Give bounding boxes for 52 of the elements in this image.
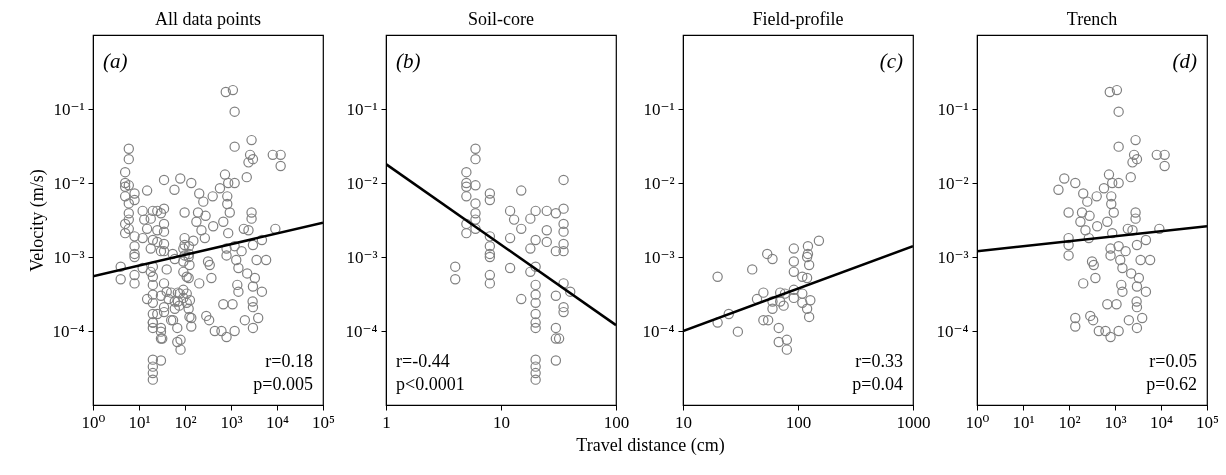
annotation: p<0.0001 bbox=[396, 374, 465, 394]
x-tick-label: 10³ bbox=[220, 412, 243, 432]
y-tick-label: 10⁻³ bbox=[53, 247, 85, 267]
annotation: r=0.05 bbox=[1149, 351, 1197, 371]
annotation: p=0.04 bbox=[852, 374, 903, 394]
annotation: r=0.33 bbox=[855, 351, 903, 371]
x-tick-label: 1000 bbox=[896, 412, 931, 432]
annotation: r=0.18 bbox=[265, 351, 313, 371]
x-tick-label: 10⁰ bbox=[81, 412, 106, 432]
x-tick-label: 100 bbox=[603, 412, 630, 432]
y-tick-label: 10⁻² bbox=[643, 173, 675, 193]
y-tick-label: 10⁻³ bbox=[346, 247, 378, 267]
y-tick-label: 10⁻² bbox=[937, 173, 969, 193]
annotation: (b) bbox=[396, 49, 421, 73]
annotation: (d) bbox=[1172, 49, 1197, 73]
annotation: (a) bbox=[103, 49, 128, 73]
annotation: p=0.005 bbox=[253, 374, 313, 394]
x-tick-label: 10⁵ bbox=[1196, 412, 1220, 432]
x-tick-label: 10⁴ bbox=[266, 412, 290, 432]
annotation: (c) bbox=[879, 49, 903, 73]
y-tick-label: 10⁻¹ bbox=[346, 99, 378, 119]
y-tick-label: 10⁻³ bbox=[643, 247, 675, 267]
y-tick-label: 10⁻⁴ bbox=[345, 321, 378, 341]
x-tick-label: 10² bbox=[1058, 412, 1081, 432]
annotation: p=0.62 bbox=[1146, 374, 1197, 394]
x-tick-label: 1 bbox=[382, 412, 391, 432]
x-axis-title: Travel distance (cm) bbox=[576, 434, 725, 456]
x-tick-label: 10² bbox=[174, 412, 197, 432]
y-tick-label: 10⁻¹ bbox=[643, 99, 675, 119]
x-tick-label: 10¹ bbox=[1012, 412, 1035, 432]
y-tick-label: 10⁻³ bbox=[937, 247, 969, 267]
x-tick-label: 10⁵ bbox=[312, 412, 336, 432]
chart-title: Trench bbox=[1066, 9, 1118, 29]
annotation: r=-0.44 bbox=[396, 351, 450, 371]
y-tick-label: 10⁻² bbox=[53, 173, 85, 193]
x-tick-label: 10 bbox=[493, 412, 510, 432]
chart-title: Soil-core bbox=[468, 9, 534, 29]
chart-title: Field-profile bbox=[752, 9, 844, 29]
x-tick-label: 10³ bbox=[1104, 412, 1127, 432]
x-tick-label: 100 bbox=[785, 412, 812, 432]
x-tick-label: 10⁴ bbox=[1150, 412, 1174, 432]
y-tick-label: 10⁻⁴ bbox=[52, 321, 85, 341]
x-tick-label: 10¹ bbox=[128, 412, 151, 432]
y-tick-label: 10⁻¹ bbox=[937, 99, 969, 119]
y-axis-title: Velocity (m/s) bbox=[26, 169, 48, 272]
chart-title: All data points bbox=[155, 9, 261, 29]
x-tick-label: 10⁰ bbox=[965, 412, 990, 432]
x-tick-label: 10 bbox=[675, 412, 692, 432]
y-tick-label: 10⁻² bbox=[346, 173, 378, 193]
y-tick-label: 10⁻⁴ bbox=[936, 321, 969, 341]
y-tick-label: 10⁻¹ bbox=[53, 99, 85, 119]
y-tick-label: 10⁻⁴ bbox=[642, 321, 675, 341]
